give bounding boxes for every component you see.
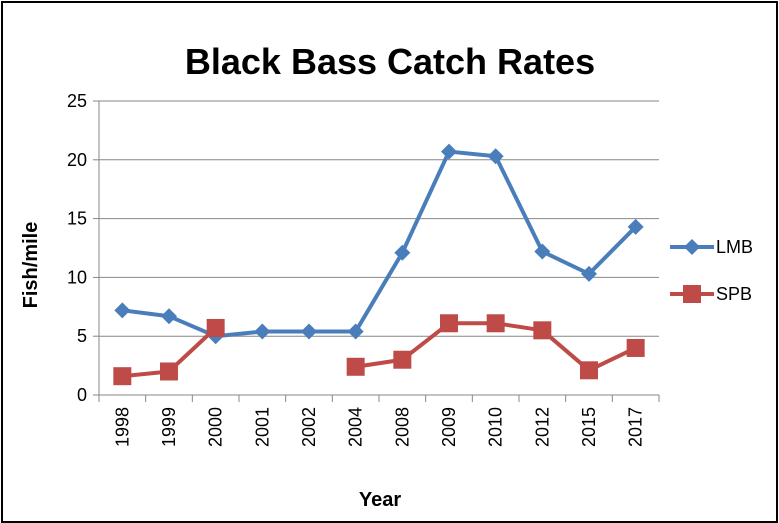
lmb-point [581,265,597,282]
y-tick-label: 15 [67,209,87,229]
chart-title: Black Bass Catch Rates [185,41,595,82]
lmb-point [487,148,504,165]
spb-point [346,357,365,376]
line-chart: Black Bass Catch Rates 0 5 10 15 20 25 1998 199… [20,41,753,511]
lmb-point [394,244,411,261]
series-spb [113,314,645,386]
y-axis-title: Fish/mile [20,222,42,309]
lmb-point [441,143,457,160]
spb-point [113,367,132,386]
x-tick-label: 2017 [626,407,646,447]
spb-point [580,361,598,380]
y-tick-label: 0 [77,385,87,405]
lmb-point [254,323,271,340]
x-tick-label: 2004 [346,407,366,447]
x-tick-label: 2012 [532,407,552,447]
lmb-point [161,308,177,325]
lmb-point [627,218,644,235]
x-tick-label: 1998 [112,407,132,447]
x-tick-label: 2010 [486,407,506,447]
spb-point [206,318,225,337]
x-tick-label: 2000 [206,407,226,447]
x-tick-label: 2002 [299,407,319,447]
lmb-point [301,323,317,340]
y-tick-label: 25 [67,91,87,111]
legend-item-lmb: LMB [670,237,753,257]
spb-point [486,314,505,333]
spb-point [393,350,412,369]
lmb-line [122,149,638,339]
legend-item-spb: SPB [670,284,752,304]
lmb-point [534,243,551,260]
tick-labels: 0 5 10 15 20 25 1998 1999 2000 2001 2002 2004 2008 20… [67,91,646,447]
legend-label: SPB [716,284,752,304]
legend-marker [684,239,700,255]
x-tick-label: 2009 [439,407,459,447]
spb-point [440,314,458,333]
axes [93,100,660,402]
x-tick-label: 2001 [252,407,272,447]
y-tick-label: 10 [67,267,87,287]
lmb-point [347,323,364,340]
lmb-point [114,302,131,319]
x-tick-label: 2015 [579,407,599,447]
legend-marker [683,285,701,303]
spb-point [626,338,645,357]
y-tick-label: 20 [67,150,87,170]
series-lmb [114,143,644,345]
legend: LMB SPB [670,237,753,304]
legend-label: LMB [716,237,753,257]
gridlines [99,100,659,337]
spb-point [160,362,178,381]
x-axis-title: Year [359,489,401,511]
y-tick-label: 5 [77,326,87,346]
x-tick-label: 2008 [392,407,412,447]
x-tick-label: 1999 [159,407,179,447]
spb-point [533,321,552,340]
series [113,143,645,386]
